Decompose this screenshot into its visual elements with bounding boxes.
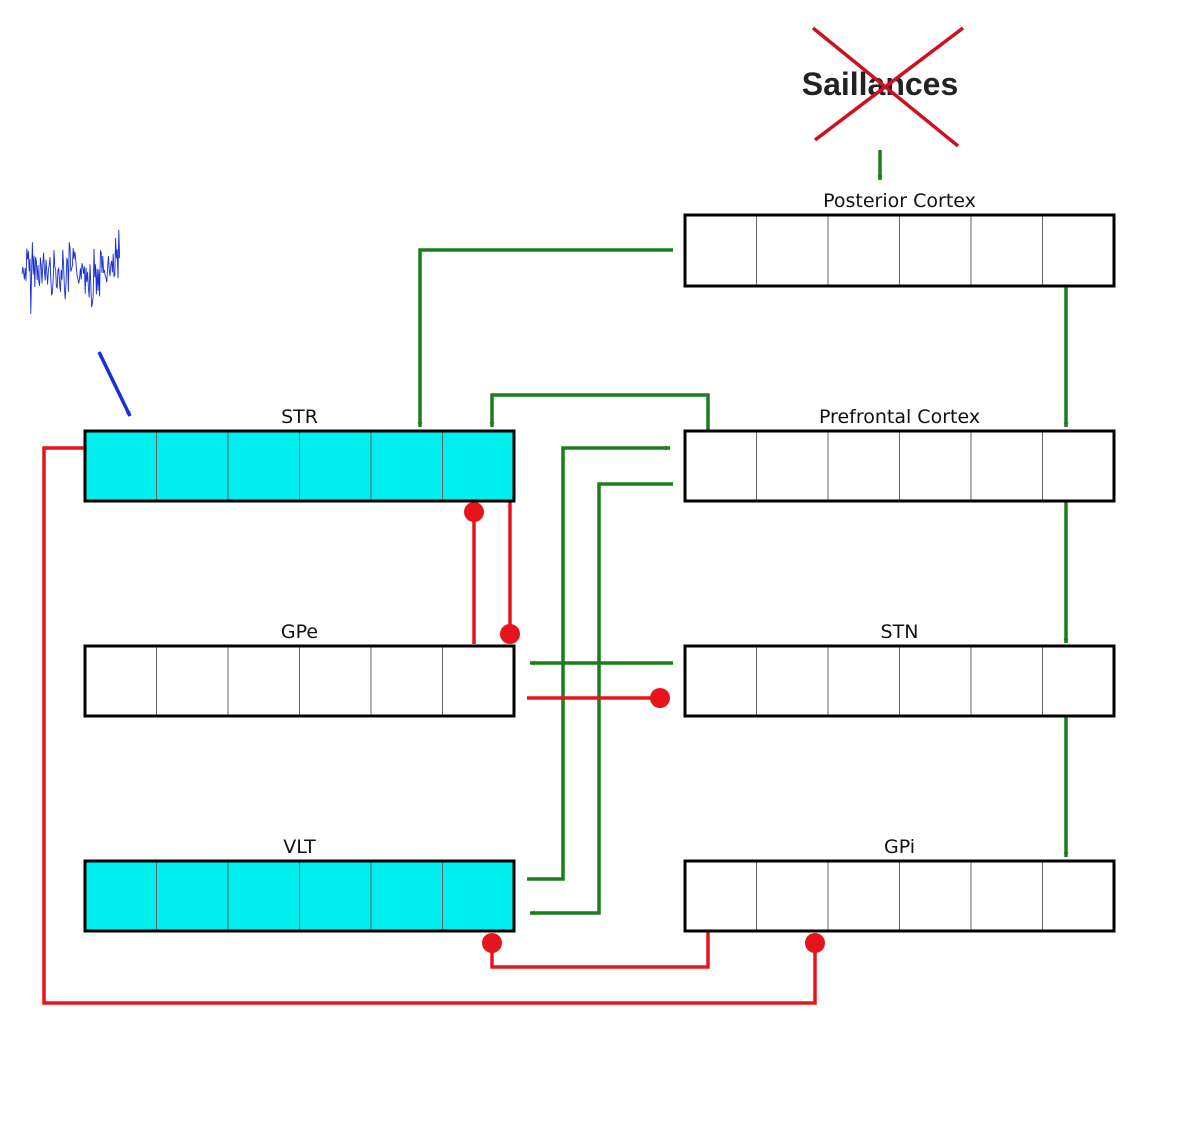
- nucleus-cell: [827, 430, 900, 502]
- nucleus-cell: [1042, 860, 1115, 932]
- nucleus-cell: [684, 430, 757, 502]
- nuclei: Posterior Cortex Prefrontal Cortex STR GPe S…: [83, 190, 1116, 933]
- nucleus-border: [83, 429, 516, 503]
- nucleus-cell: [899, 214, 972, 287]
- gpi-to-vlt-line: [490, 932, 710, 969]
- nucleus-cell: [227, 430, 300, 502]
- nucleus-cell: [684, 860, 757, 932]
- inhibitory-dot-gpe: [500, 624, 520, 644]
- posterior-to-str-arrow: [417, 248, 673, 428]
- nucleus-cell: [899, 645, 972, 717]
- nucleus-cell: [84, 860, 157, 932]
- nucleus-cell: [156, 430, 229, 502]
- nucleus-cell: [684, 214, 757, 287]
- nucleus-cell: [756, 645, 829, 717]
- nucleus-cell: [827, 645, 900, 717]
- nucleus-cell: [299, 645, 372, 717]
- nucleus-cell: [370, 645, 443, 717]
- nucleus-gpi: GPi: [683, 836, 1116, 933]
- nucleus-cell: [1042, 214, 1115, 287]
- nucleus-cell: [827, 860, 900, 932]
- inhibitory-dot-stn: [650, 688, 670, 708]
- nucleus-label: GPe: [281, 621, 318, 643]
- cross-line-2: [813, 26, 965, 142]
- nucleus-label: STR: [281, 406, 318, 428]
- inhibitory-connections: [42, 446, 817, 1005]
- nucleus-str: STR: [83, 406, 516, 503]
- prefrontal-to-str-arrow: [489, 393, 710, 430]
- nucleus-cell: [970, 430, 1043, 502]
- nucleus-cell: [899, 860, 972, 932]
- nucleus-label: GPi: [884, 836, 915, 858]
- nucleus-cell: [899, 430, 972, 502]
- nucleus-cell: [970, 860, 1043, 932]
- nucleus-cell: [442, 645, 515, 717]
- noise-arrow: [97, 351, 132, 417]
- nucleus-posterior-cortex: Posterior Cortex: [683, 190, 1116, 288]
- nucleus-cell: [227, 645, 300, 717]
- str-to-gpi-line: [42, 446, 817, 1005]
- nucleus-prefrontal-cortex: Prefrontal Cortex: [683, 406, 1116, 503]
- salience-input: Saillances: [802, 26, 965, 181]
- nucleus-cell: [299, 860, 372, 932]
- nucleus-cell: [84, 430, 157, 502]
- noise-input: [21, 229, 132, 417]
- nucleus-stn: STN: [683, 621, 1116, 718]
- inhibitory-dot-vlt: [482, 933, 502, 953]
- nucleus-cell: [970, 214, 1043, 287]
- excitatory-connections: [417, 248, 1069, 916]
- inhibitory-dot-str: [464, 502, 484, 522]
- nucleus-cell: [1042, 645, 1115, 717]
- nucleus-cell: [756, 860, 829, 932]
- inhibitory-dot-gpi: [805, 933, 825, 953]
- nucleus-label: STN: [881, 621, 919, 643]
- nucleus-label: VLT: [283, 836, 316, 858]
- nucleus-border: [683, 859, 1116, 933]
- nucleus-cell: [442, 430, 515, 502]
- nucleus-cell: [756, 430, 829, 502]
- noise-signal-icon: [21, 229, 121, 315]
- nucleus-cell: [970, 645, 1043, 717]
- nucleus-border: [683, 644, 1116, 718]
- nucleus-vlt: VLT: [83, 836, 516, 933]
- nucleus-cell: [84, 645, 157, 717]
- nucleus-gpe: GPe: [83, 621, 516, 718]
- nucleus-border: [683, 429, 1116, 503]
- nucleus-cell: [684, 645, 757, 717]
- nucleus-border: [83, 644, 516, 718]
- nucleus-cell: [299, 430, 372, 502]
- nucleus-cell: [370, 860, 443, 932]
- nucleus-cell: [827, 214, 900, 287]
- nucleus-cell: [1042, 430, 1115, 502]
- nucleus-label: Posterior Cortex: [823, 190, 976, 212]
- nucleus-cell: [156, 645, 229, 717]
- nucleus-border: [683, 213, 1116, 288]
- nucleus-cell: [442, 860, 515, 932]
- nucleus-cell: [756, 214, 829, 287]
- nucleus-cell: [370, 430, 443, 502]
- nucleus-cell: [156, 860, 229, 932]
- nucleus-cell: [227, 860, 300, 932]
- inhibitory-endpoints: [464, 502, 825, 953]
- nucleus-border: [83, 859, 516, 933]
- nucleus-label: Prefrontal Cortex: [819, 406, 980, 428]
